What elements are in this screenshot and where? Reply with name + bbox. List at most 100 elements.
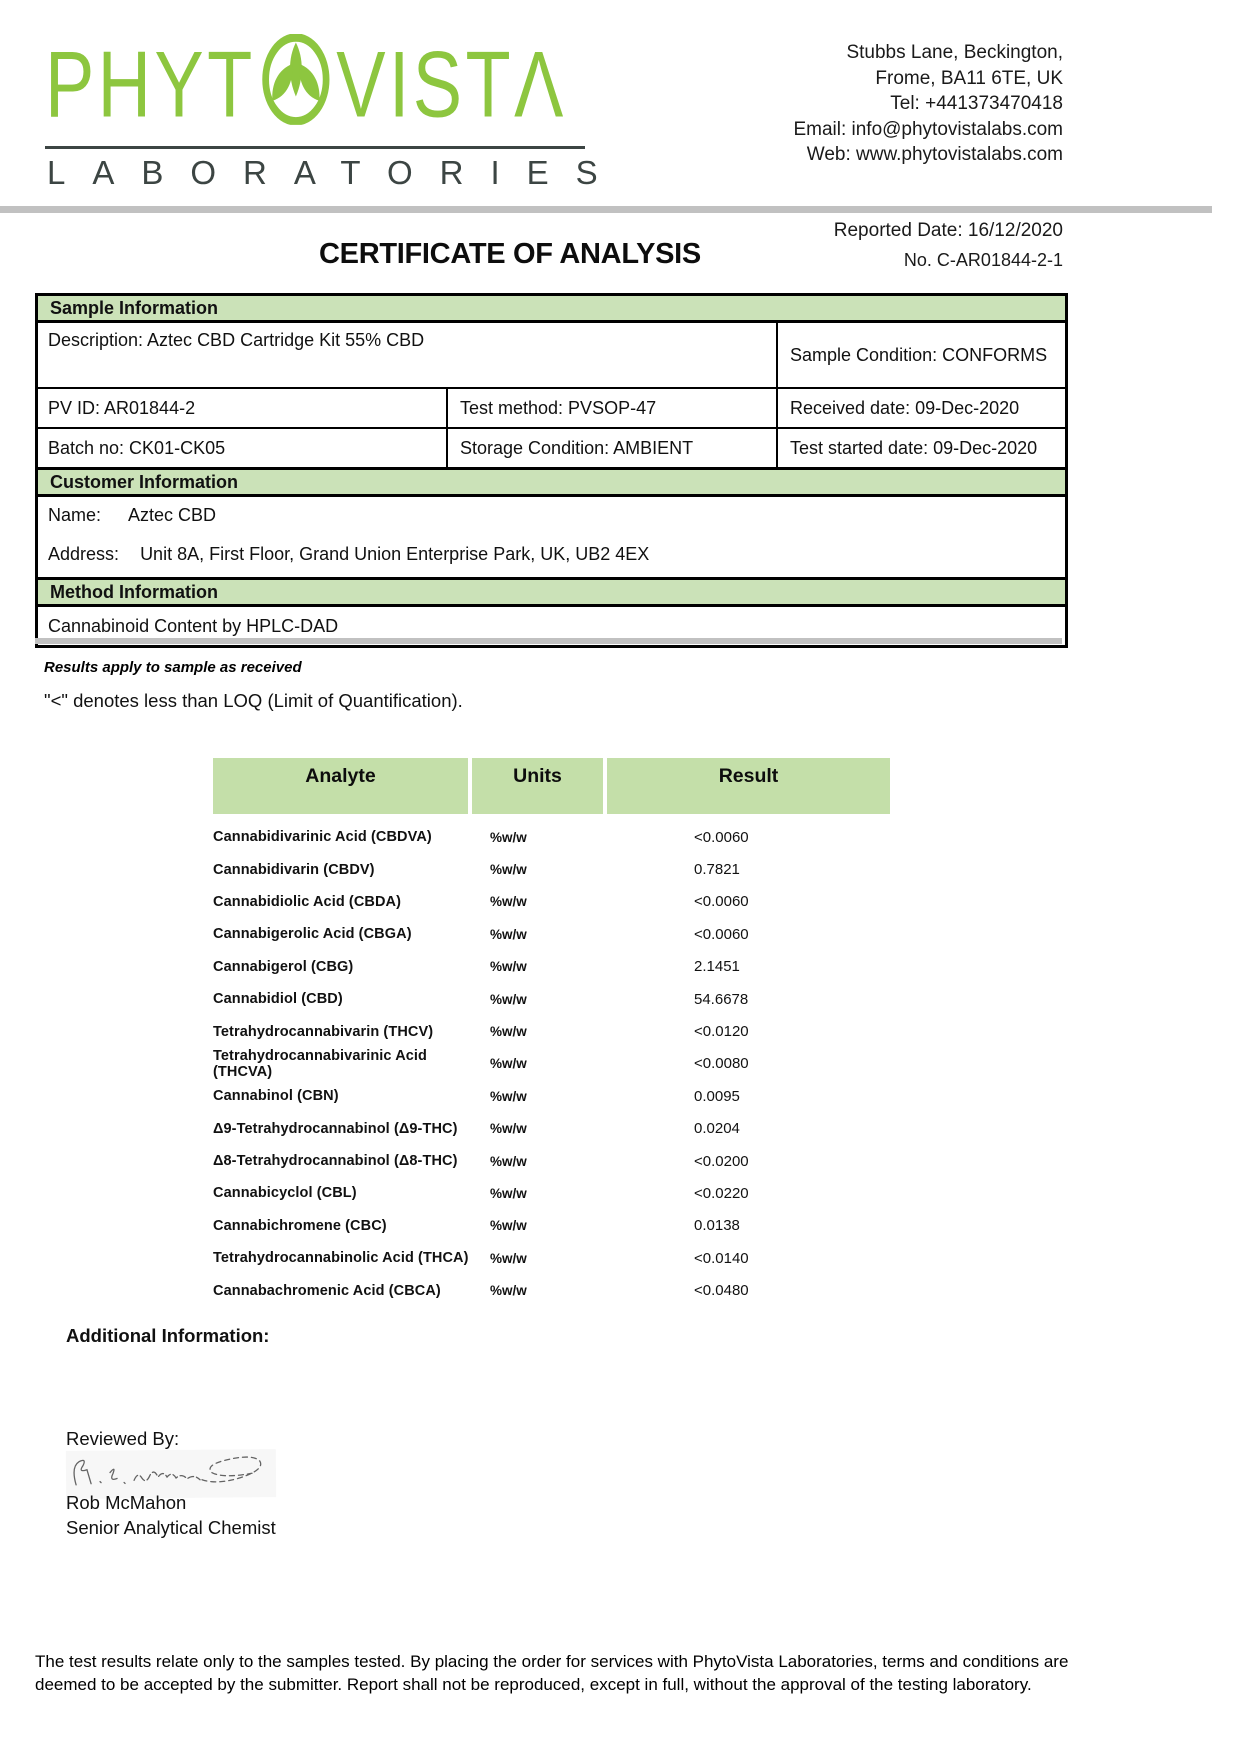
column-header-result: Result — [607, 758, 890, 814]
lab-contact-block: Stubbs Lane, Beckington, Frome, BA11 6TE… — [793, 40, 1063, 168]
batch-row: Batch no: CK01-CK05 Storage Condition: A… — [38, 429, 1065, 467]
header-divider-bar — [0, 206, 1212, 213]
description-row: Description: Aztec CBD Cartridge Kit 55%… — [38, 323, 1065, 389]
batch-no: Batch no: CK01-CK05 — [38, 429, 448, 467]
storage-condition: Storage Condition: AMBIENT — [448, 429, 778, 467]
analyte-result: <0.0220 — [694, 1184, 749, 1202]
customer-address-label: Address: — [48, 544, 120, 564]
sample-description: Description: Aztec CBD Cartridge Kit 55%… — [38, 323, 778, 387]
column-header-analyte: Analyte — [213, 758, 468, 814]
contact-phone: Tel: +441373470418 — [890, 93, 1063, 114]
analyte-name: Cannabicyclol (CBL) — [213, 1185, 357, 1202]
pv-id-row: PV ID: AR01844-2 Test method: PVSOP-47 R… — [38, 389, 1065, 429]
analyte-units: %w/w — [490, 829, 527, 845]
analyte-units: %w/w — [490, 1056, 527, 1072]
customer-address: Unit 8A, First Floor, Grand Union Enterp… — [140, 544, 650, 564]
method-name: Cannabinoid Content by HPLC-DAD — [48, 615, 339, 636]
analyte-units: %w/w — [490, 1088, 527, 1104]
logo-subtitle: LABORATORIES — [47, 154, 625, 191]
table-row: Cannabigerolic Acid (CBGA) %w/w <0.0060 — [213, 918, 890, 950]
loq-note: "<" denotes less than LOQ (Limit of Quan… — [44, 690, 463, 711]
analyte-units: %w/w — [490, 862, 527, 878]
analyte-result: 0.0204 — [694, 1120, 740, 1138]
analyte-units: %w/w — [490, 1024, 527, 1040]
customer-block: Name: Aztec CBD Address: Unit 8A, First … — [38, 497, 1065, 577]
analyte-name: Cannabinol (CBN) — [213, 1088, 339, 1105]
analyte-name: Cannabidivarin (CBDV) — [213, 861, 375, 878]
analyte-name: Cannabidiol (CBD) — [213, 991, 343, 1008]
table-row: Cannabidiol (CBD) %w/w 54.6678 — [213, 983, 890, 1015]
analyte-name: Cannabidivarinic Acid (CBDVA) — [213, 829, 432, 846]
report-number: No. C-AR01844-2-1 — [903, 250, 1063, 270]
table-row: Cannabigerol (CBG) %w/w 2.1451 — [213, 951, 890, 983]
pv-id: PV ID: AR01844-2 — [38, 389, 448, 427]
customer-information-header: Customer Information — [38, 467, 1065, 497]
analyte-units: %w/w — [490, 1121, 527, 1137]
contact-address-line2: Frome, BA11 6TE, UK — [875, 67, 1063, 89]
contact-web: Web: www.phytovistalabs.com — [806, 144, 1063, 165]
analyte-result: <0.0080 — [694, 1055, 749, 1073]
analyte-units: %w/w — [490, 1218, 527, 1234]
table-row: Δ8-Tetrahydrocannabinol (Δ8-THC) %w/w <0… — [213, 1145, 890, 1177]
analyte-name: Cannabigerolic Acid (CBGA) — [213, 926, 412, 943]
analyte-units: %w/w — [490, 1185, 527, 1201]
sample-condition: Sample Condition: CONFORMS — [790, 344, 1048, 365]
reviewer-name: Rob McMahon — [66, 1492, 187, 1513]
analyte-result: 2.1451 — [694, 958, 740, 976]
table-row: Cannabichromene (CBC) %w/w 0.0138 — [213, 1210, 890, 1242]
logo-text-part1: PHYT — [45, 31, 256, 137]
analyte-result: <0.0060 — [694, 893, 749, 911]
customer-address-line: Address: Unit 8A, First Floor, Grand Uni… — [48, 544, 1055, 565]
table-row: Cannabachromenic Acid (CBCA) %w/w <0.048… — [213, 1274, 890, 1306]
contact-email: Email: info@phytovistalabs.com — [793, 118, 1063, 140]
table-row: Tetrahydrocannabivarin (THCV) %w/w <0.01… — [213, 1015, 890, 1047]
reported-date: Reported Date: 16/12/2020 — [833, 220, 1063, 241]
analyte-name: Cannabigerol (CBG) — [213, 958, 354, 975]
signature-image — [65, 1449, 277, 1499]
analyte-result: 0.7821 — [694, 861, 740, 879]
test-method: Test method: PVSOP-47 — [448, 389, 778, 427]
analyte-units: %w/w — [490, 1153, 527, 1169]
table-row: Cannabidivarinic Acid (CBDVA) %w/w <0.00… — [213, 821, 890, 853]
reviewer-title: Senior Analytical Chemist — [66, 1517, 276, 1538]
table-row: Cannabinol (CBN) %w/w 0.0095 — [213, 1080, 890, 1112]
analyte-name: Tetrahydrocannabivarinic Acid (THCVA) — [213, 1047, 428, 1080]
analyte-units: %w/w — [490, 894, 527, 910]
table-row: Cannabidiolic Acid (CBDA) %w/w <0.0060 — [213, 886, 890, 918]
footer-disclaimer: The test results relate only to the samp… — [35, 1650, 1215, 1696]
results-table-rows: Cannabidivarinic Acid (CBDVA) %w/w <0.00… — [213, 821, 890, 1307]
analyte-result: <0.0140 — [694, 1249, 749, 1267]
column-header-units: Units — [472, 758, 603, 814]
section-divider-bar — [35, 638, 1062, 644]
table-row: Δ9-Tetrahydrocannabinol (Δ9-THC) %w/w 0.… — [213, 1113, 890, 1145]
analyte-name: Δ8-Tetrahydrocannabinol (Δ8-THC) — [213, 1153, 458, 1170]
analyte-result: 0.0138 — [694, 1217, 740, 1235]
results-table-header: Analyte Units Result — [213, 758, 890, 814]
results-table: Analyte Units Result Cannabidivarinic Ac… — [213, 758, 890, 1307]
reviewed-by-label: Reviewed By: — [66, 1428, 180, 1449]
table-row: Tetrahydrocannabivarinic Acid (THCVA) %w… — [213, 1048, 890, 1080]
analyte-units: %w/w — [490, 991, 527, 1007]
footer-line2: deemed to be accepted by the submitter. … — [35, 1675, 1032, 1694]
analyte-name: Cannabachromenic Acid (CBCA) — [213, 1282, 441, 1299]
analyte-name: Cannabidiolic Acid (CBDA) — [213, 893, 402, 910]
phytovista-logo: PHYT VISTΛ — [45, 34, 567, 133]
method-information-header: Method Information — [38, 577, 1065, 607]
logo-text-part2: VISTΛ — [336, 31, 567, 137]
analyte-units: %w/w — [490, 926, 527, 942]
analyte-result: <0.0060 — [694, 925, 749, 943]
analyte-units: %w/w — [490, 1283, 527, 1299]
customer-name-line: Name: Aztec CBD — [48, 505, 1055, 526]
analyte-units: %w/w — [490, 959, 527, 975]
analyte-result: <0.0060 — [694, 828, 749, 846]
results-apply-note: Results apply to sample as received — [44, 659, 302, 676]
additional-information-label: Additional Information: — [66, 1325, 270, 1346]
received-date: Received date: 09-Dec-2020 — [790, 397, 1020, 418]
contact-address-line1: Stubbs Lane, Beckington, — [846, 42, 1063, 63]
analyte-name: Tetrahydrocannabivarin (THCV) — [213, 1023, 434, 1040]
analyte-result: <0.0200 — [694, 1152, 749, 1170]
analyte-result: <0.0480 — [694, 1282, 749, 1300]
table-row: Cannabicyclol (CBL) %w/w <0.0220 — [213, 1177, 890, 1209]
analyte-name: Cannabichromene (CBC) — [213, 1217, 387, 1234]
